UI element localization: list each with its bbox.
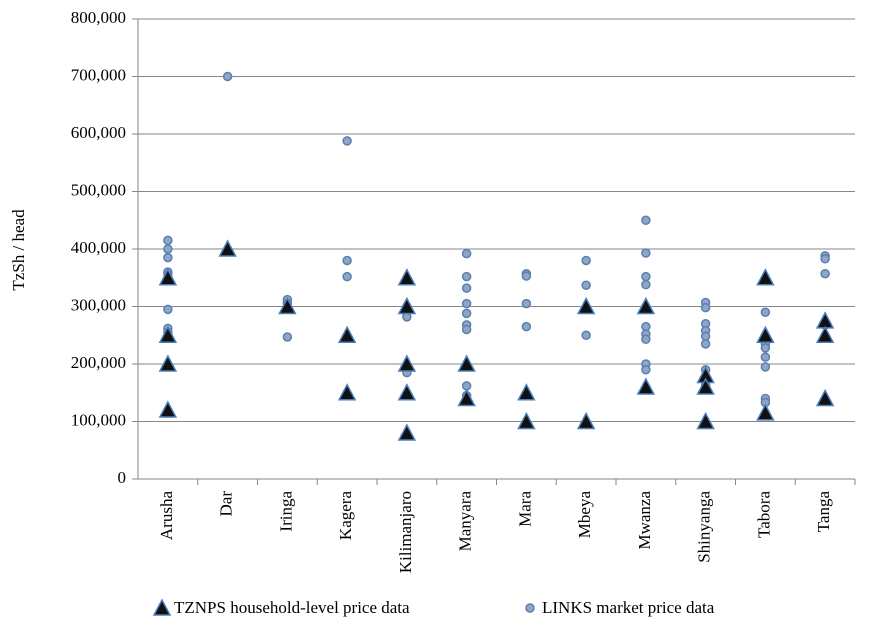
circle-marker (461, 283, 472, 293)
y-tick-label: 500,000 (71, 180, 126, 199)
circle-marker (820, 268, 830, 279)
x-tick-label: Kilimanjaro (396, 491, 415, 573)
circle-marker (163, 235, 173, 246)
x-tick-label: Shinyanga (695, 491, 714, 563)
triangle-marker (756, 403, 775, 421)
y-tick-label: 300,000 (71, 295, 126, 314)
circle-marker (222, 71, 233, 82)
circle-marker (461, 298, 472, 309)
circle-marker (641, 271, 651, 282)
triangle-marker (397, 354, 417, 372)
circle-marker (641, 279, 651, 290)
y-tick-label: 600,000 (71, 123, 126, 142)
triangle-marker (696, 411, 715, 430)
triangle-marker (576, 296, 596, 315)
y-tick-label: 700,000 (71, 65, 126, 84)
x-tick-label: Manyara (456, 491, 475, 552)
circle-marker (760, 343, 771, 353)
circle-marker (461, 324, 472, 335)
circle-marker (641, 365, 651, 375)
triangle-marker (158, 400, 178, 418)
triangle-marker (397, 296, 417, 315)
x-tick-label: Mara (515, 491, 534, 527)
triangle-marker (218, 239, 237, 257)
circle-marker (163, 244, 173, 254)
circle-marker (521, 271, 532, 281)
x-tick-label: Mwanza (635, 491, 654, 550)
x-tick-label: Mbeya (575, 491, 594, 539)
y-tick-label: 100,000 (71, 410, 126, 429)
triangle-marker (696, 377, 715, 395)
legend-label: LINKS market price data (542, 598, 715, 617)
circle-marker (760, 352, 771, 362)
circle-marker (820, 254, 830, 264)
triangle-marker (337, 383, 357, 401)
x-tick-label: Tanga (814, 491, 833, 533)
triangle-marker (397, 423, 417, 441)
triangle-marker (815, 325, 835, 343)
circle-marker (581, 330, 591, 340)
circle-marker (581, 280, 591, 290)
circle-marker (700, 339, 711, 349)
triangle-marker (517, 411, 536, 430)
triangle-marker (158, 354, 178, 372)
circle-marker (342, 255, 352, 266)
triangle-marker (397, 268, 417, 286)
circle-marker (581, 255, 591, 266)
y-tick-label: 800,000 (71, 8, 126, 27)
x-tick-label: Kagera (336, 491, 355, 541)
legend-marker (152, 598, 172, 616)
triangle-marker (815, 388, 835, 407)
legend-label: TZNPS household-level price data (174, 598, 410, 617)
circle-marker (461, 308, 472, 319)
circle-marker (282, 332, 293, 342)
x-tick-label: Dar (217, 491, 236, 517)
triangle-marker (397, 383, 417, 401)
legend-marker (525, 603, 535, 613)
triangle-marker (457, 388, 476, 407)
x-tick-label: Arusha (157, 491, 176, 541)
circle-marker (163, 304, 173, 315)
triangle-marker (636, 296, 656, 315)
circle-marker (461, 248, 472, 259)
triangle-marker (756, 325, 775, 343)
triangle-marker (158, 325, 178, 343)
y-tick-label: 400,000 (71, 238, 126, 257)
circle-marker (163, 252, 173, 263)
triangle-marker (576, 411, 596, 430)
triangle-marker (457, 354, 476, 372)
circle-marker (521, 321, 532, 332)
circle-marker (461, 381, 472, 391)
triangle-marker (517, 383, 536, 401)
circle-marker (700, 302, 711, 313)
circle-marker (521, 298, 532, 309)
triangle-marker (636, 377, 656, 395)
triangle-marker (278, 296, 297, 315)
triangle-marker (756, 268, 775, 286)
triangle-marker (337, 325, 357, 343)
circle-marker (342, 271, 352, 282)
circle-marker (342, 136, 352, 146)
x-tick-label: Iringa (276, 491, 295, 532)
triangle-marker (158, 268, 178, 286)
y-axis-label: TzSh / head (9, 209, 28, 291)
x-tick-label: Tabora (754, 491, 773, 538)
circle-marker (641, 334, 651, 345)
circle-marker (760, 307, 771, 317)
y-tick-label: 200,000 (71, 353, 126, 372)
circle-marker (461, 271, 472, 282)
circle-marker (641, 215, 651, 225)
triangle-marker (815, 311, 835, 329)
circle-marker (641, 248, 651, 258)
circle-marker (760, 362, 771, 372)
y-tick-label: 0 (118, 468, 127, 487)
